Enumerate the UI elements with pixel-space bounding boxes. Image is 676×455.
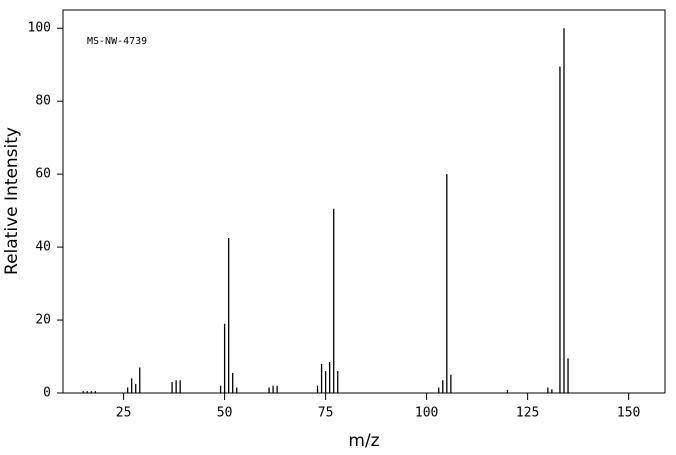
x-tick-label: 50 xyxy=(217,406,233,421)
y-tick-label: 80 xyxy=(35,94,51,109)
y-tick-label: 0 xyxy=(43,386,51,401)
y-tick-label: 40 xyxy=(35,240,51,255)
y-axis-label: Relative Intensity xyxy=(2,127,22,275)
x-tick-label: 100 xyxy=(415,406,438,421)
plot-frame xyxy=(62,9,666,394)
x-tick-label: 150 xyxy=(617,406,640,421)
x-tick-label: 25 xyxy=(116,406,132,421)
annotation: MS-NW-4739 xyxy=(87,36,147,47)
y-tick-label: 60 xyxy=(35,167,51,182)
x-axis-label: m/z xyxy=(348,431,379,451)
x-tick-label: 125 xyxy=(516,406,539,421)
y-tick-label: 100 xyxy=(28,21,51,36)
y-tick-label: 20 xyxy=(35,313,51,328)
x-tick-label: 75 xyxy=(318,406,334,421)
